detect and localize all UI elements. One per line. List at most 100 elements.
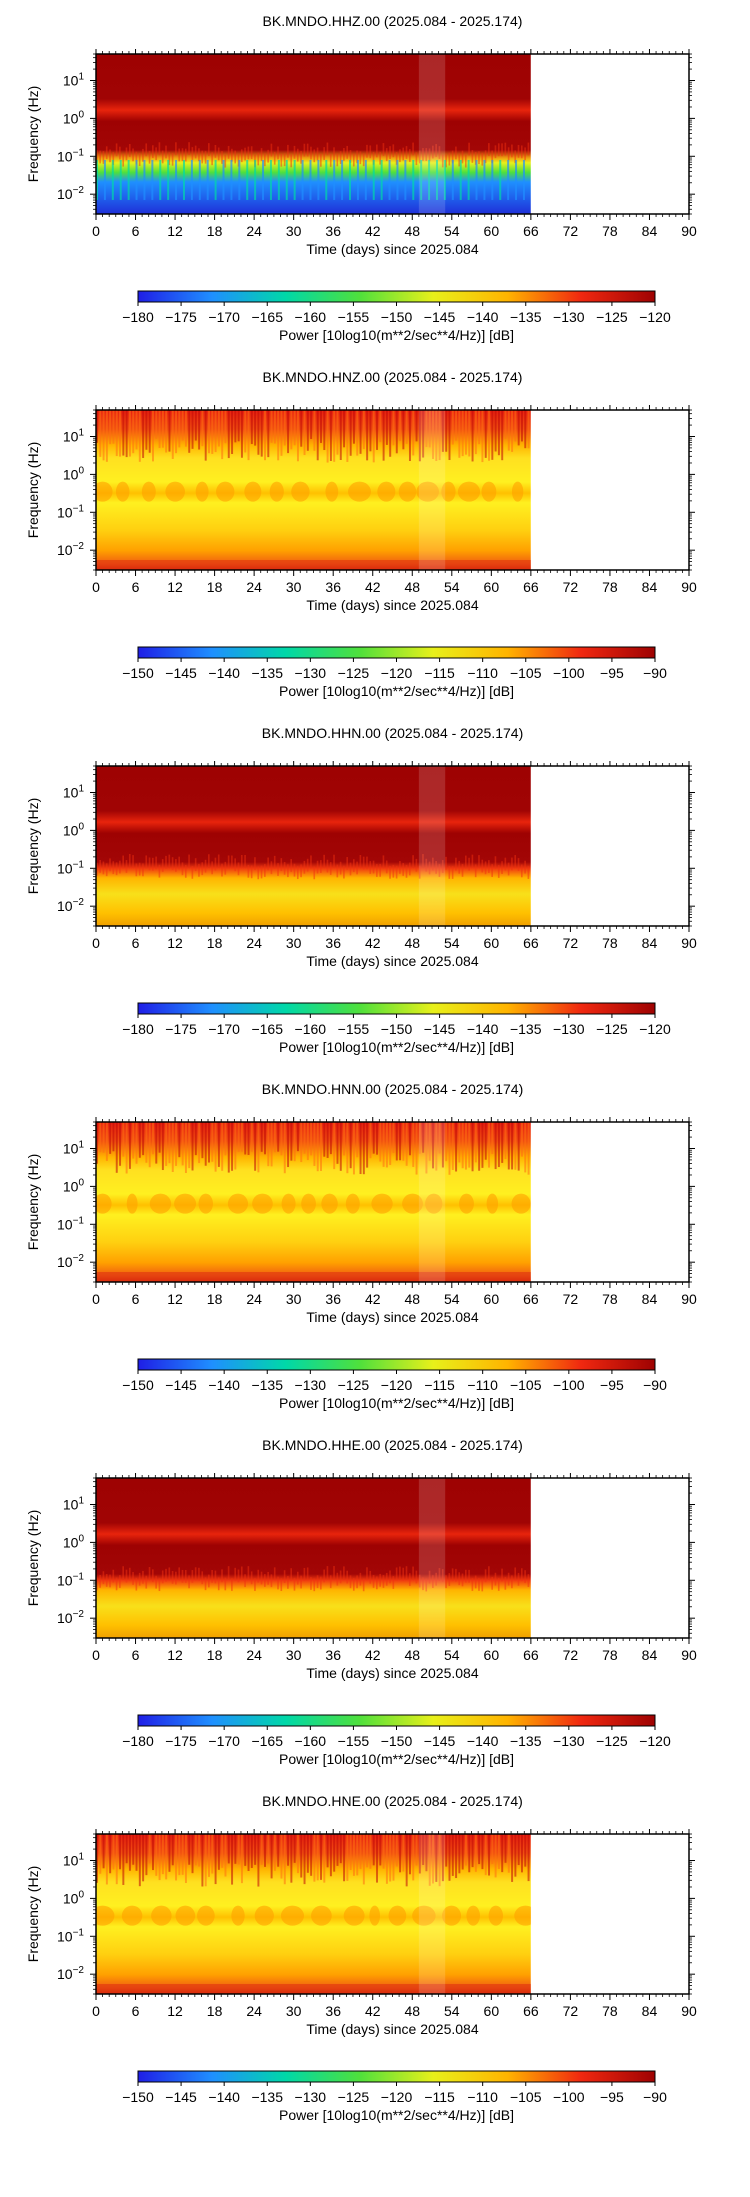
colorbar-tick-label: −150 [122, 1377, 154, 1393]
colorbar-tick-label: −180 [122, 1021, 154, 1037]
colorbar-tick-label: −160 [295, 309, 327, 325]
colorbar-label: Power [10log10(m**2/sec**4/Hz)] [dB] [279, 1751, 514, 1767]
spectrogram-svg: BK.MNDO.HHN.00 (2025.084 - 2025.174) 0 6 12… [25, 725, 697, 1055]
colorbar-tick-label: −110 [467, 665, 498, 681]
colorbar-tick-label: −130 [295, 2089, 327, 2105]
y-tick-label: 10−2 [57, 1965, 84, 1982]
x-axis-label: Time (days) since 2025.084 [306, 241, 478, 257]
colorbar-tick-label: −120 [381, 2089, 413, 2105]
x-tick-label: 90 [681, 935, 697, 951]
y-tick-label: 101 [63, 1851, 85, 1868]
y-tick-label: 10−2 [57, 1253, 84, 1270]
colorbar-tick-label: −140 [467, 1021, 499, 1037]
colorbar-tick-label: −165 [251, 1733, 283, 1749]
y-axis-label: Frequency (Hz) [25, 1154, 41, 1250]
x-tick-label: 90 [681, 1647, 697, 1663]
colorbar-tick-label: −130 [295, 1377, 327, 1393]
colorbar-tick-label: −145 [165, 1377, 197, 1393]
colorbar-tick-label: −120 [639, 1733, 671, 1749]
colorbar [137, 1002, 656, 1015]
x-tick-label: 0 [92, 935, 100, 951]
colorbar [137, 646, 656, 659]
x-tick-label: 66 [523, 579, 539, 595]
colorbar-tick-label: −145 [165, 2089, 197, 2105]
x-axis-label: Time (days) since 2025.084 [306, 1665, 478, 1681]
x-tick-label: 54 [444, 223, 460, 239]
x-tick-label: 12 [167, 2003, 183, 2019]
spectrogram-heatmap [96, 410, 531, 570]
x-tick-label: 18 [207, 223, 223, 239]
y-tick-label: 10−1 [57, 859, 84, 876]
y-tick-label: 10−2 [57, 185, 84, 202]
colorbar-label: Power [10log10(m**2/sec**4/Hz)] [dB] [279, 683, 514, 699]
y-tick-label: 100 [63, 821, 85, 838]
colorbar-tick-label: −90 [643, 665, 667, 681]
x-tick-label: 78 [602, 223, 618, 239]
colorbar-tick-label: −135 [251, 1377, 283, 1393]
colorbar-label: Power [10log10(m**2/sec**4/Hz)] [dB] [279, 1039, 514, 1055]
x-tick-label: 18 [207, 1291, 223, 1307]
x-tick-label: 30 [286, 935, 302, 951]
x-tick-label: 0 [92, 1291, 100, 1307]
x-tick-label: 6 [132, 935, 140, 951]
colorbar-tick-label: −120 [381, 1377, 413, 1393]
x-tick-label: 30 [286, 1647, 302, 1663]
x-tick-label: 0 [92, 579, 100, 595]
colorbar-tick-label: −125 [596, 1021, 628, 1037]
y-tick-label: 10−2 [57, 1609, 84, 1626]
y-tick-label: 100 [63, 1533, 85, 1550]
colorbar-tick-label: −145 [424, 309, 456, 325]
x-tick-label: 24 [246, 579, 262, 595]
x-tick-label: 54 [444, 935, 460, 951]
spectrogram-heatmap [96, 1834, 531, 1994]
x-tick-label: 6 [132, 2003, 140, 2019]
colorbar-tick-label: −145 [165, 665, 197, 681]
spectrogram-heatmap [96, 1122, 531, 1282]
x-tick-label: 66 [523, 1291, 539, 1307]
y-tick-label: 10−1 [57, 503, 84, 520]
colorbar-tick-label: −110 [467, 1377, 498, 1393]
colorbar-label: Power [10log10(m**2/sec**4/Hz)] [dB] [279, 1395, 514, 1411]
colorbar [137, 1358, 656, 1371]
x-tick-label: 36 [325, 1291, 341, 1307]
x-tick-label: 78 [602, 1647, 618, 1663]
colorbar-tick-label: −145 [424, 1021, 456, 1037]
colorbar-tick-label: −150 [122, 665, 154, 681]
x-tick-label: 84 [642, 935, 658, 951]
colorbar-tick-label: −175 [165, 1021, 197, 1037]
x-tick-label: 60 [484, 1647, 500, 1663]
colorbar-tick-label: −140 [208, 2089, 240, 2105]
colorbar-tick-label: −90 [643, 2089, 667, 2105]
x-tick-label: 48 [404, 579, 420, 595]
colorbar-tick-label: −90 [643, 1377, 667, 1393]
x-tick-label: 36 [325, 223, 341, 239]
colorbar-tick-label: −100 [553, 1377, 585, 1393]
x-tick-label: 18 [207, 1647, 223, 1663]
colorbar-tick-label: −120 [639, 309, 671, 325]
x-tick-label: 24 [246, 1647, 262, 1663]
colorbar-tick-label: −100 [553, 665, 585, 681]
x-tick-label: 0 [92, 2003, 100, 2019]
colorbar-tick-label: −150 [381, 309, 413, 325]
spectrogram-heatmap [96, 54, 531, 214]
spectrogram-svg: BK.MNDO.HNZ.00 (2025.084 - 2025.174) 0 6 12… [25, 369, 697, 699]
spectrogram-panel: BK.MNDO.HNZ.00 (2025.084 - 2025.174) 0 6 12… [0, 356, 750, 712]
chart-title: BK.MNDO.HNN.00 (2025.084 - 2025.174) [262, 1081, 523, 1097]
x-tick-label: 66 [523, 935, 539, 951]
colorbar-tick-label: −150 [122, 2089, 154, 2105]
colorbar-tick-label: −125 [596, 1733, 628, 1749]
x-axis-label: Time (days) since 2025.084 [306, 2021, 478, 2037]
colorbar-tick-label: −105 [510, 2089, 542, 2105]
y-tick-label: 101 [63, 1495, 85, 1512]
x-tick-label: 36 [325, 1647, 341, 1663]
y-tick-label: 10−1 [57, 1215, 84, 1232]
colorbar-tick-label: −130 [553, 1733, 585, 1749]
x-tick-label: 42 [365, 579, 381, 595]
colorbar-tick-label: −180 [122, 309, 154, 325]
x-tick-label: 90 [681, 2003, 697, 2019]
colorbar-tick-label: −150 [381, 1733, 413, 1749]
colorbar-tick-label: −165 [251, 309, 283, 325]
x-tick-label: 30 [286, 223, 302, 239]
y-tick-label: 10−1 [57, 1571, 84, 1588]
colorbar-tick-label: −135 [510, 1733, 542, 1749]
